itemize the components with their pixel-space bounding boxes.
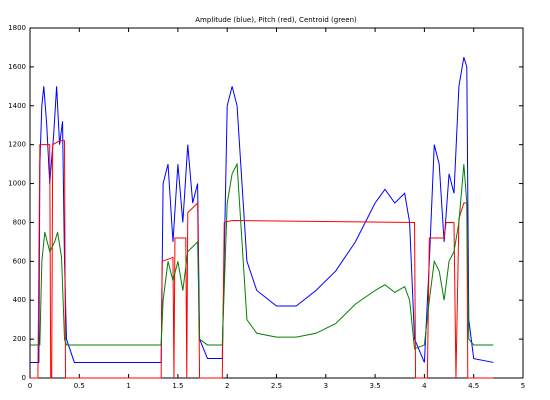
y-tick-label: 400 (13, 296, 26, 304)
x-tick-label: 3 (324, 382, 328, 390)
y-tick-label: 1000 (8, 180, 26, 188)
y-tick-label: 1200 (8, 141, 26, 149)
y-tick-label: 1400 (8, 102, 26, 110)
x-tick-label: 4.5 (468, 382, 479, 390)
x-tick-label: 1 (126, 382, 130, 390)
y-tick-label: 200 (13, 335, 26, 343)
y-tick-label: 1600 (8, 63, 26, 71)
y-tick-label: 1800 (8, 24, 26, 32)
x-tick-label: 1.5 (172, 382, 183, 390)
x-tick-label: 0 (28, 382, 32, 390)
y-tick-label: 800 (13, 218, 26, 226)
series-line (30, 162, 494, 350)
x-tick-label: 0.5 (74, 382, 85, 390)
x-tick-label: 3.5 (370, 382, 381, 390)
y-tick-label: 0 (22, 374, 26, 382)
x-tick-label: 4 (422, 382, 427, 390)
x-tick-label: 5 (521, 382, 525, 390)
x-tick-label: 2.5 (271, 382, 282, 390)
chart-title: Amplitude (blue), Pitch (red), Centroid … (195, 16, 357, 24)
x-tick-label: 2 (225, 382, 229, 390)
y-tick-label: 600 (13, 257, 26, 265)
